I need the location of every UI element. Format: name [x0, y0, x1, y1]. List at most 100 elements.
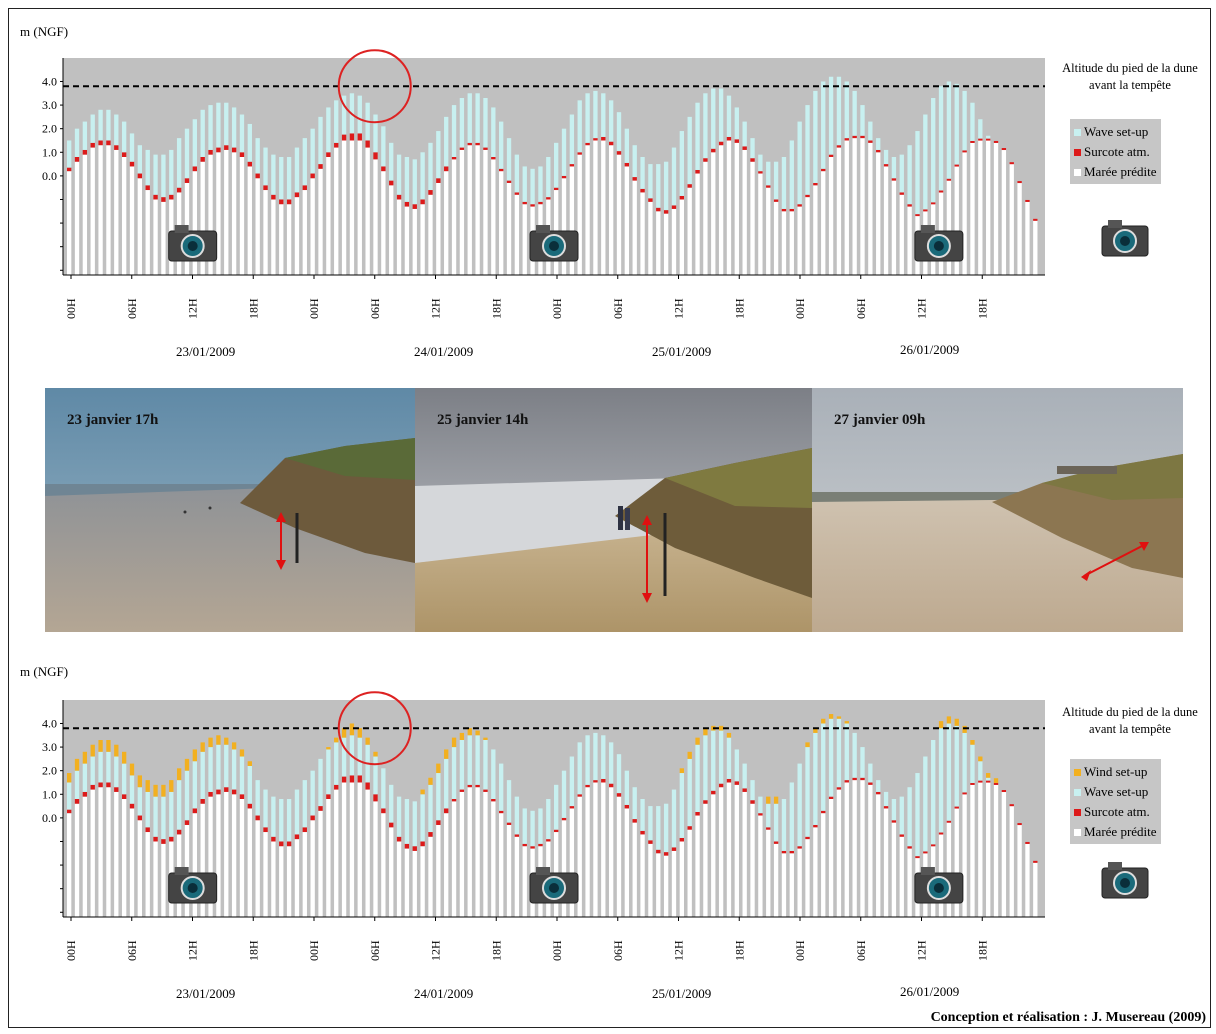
camera-top	[920, 225, 935, 233]
bar-maree	[451, 801, 457, 917]
bar-wave	[601, 93, 606, 137]
bar-maree	[891, 180, 897, 275]
bar-maree	[1009, 806, 1014, 917]
bar-wave	[467, 735, 472, 785]
bar-wave	[663, 803, 669, 853]
bar-wave	[554, 784, 559, 830]
bar-maree	[632, 822, 637, 917]
bar-maree	[90, 789, 95, 917]
bar-surcote	[907, 846, 912, 849]
date-label-4: 26/01/2009	[900, 984, 960, 999]
bar-surcote	[742, 788, 747, 792]
bar-wind	[938, 721, 944, 729]
bar-maree	[797, 848, 802, 917]
bar-surcote	[616, 151, 622, 155]
bar-maree	[404, 206, 410, 275]
bar-wave	[970, 102, 975, 141]
bar-wave	[514, 796, 520, 835]
bar-maree	[412, 208, 417, 275]
bar-wave	[451, 105, 457, 157]
bar-wave	[703, 735, 708, 801]
bar-wave	[663, 161, 669, 211]
bar-wave	[286, 799, 292, 842]
bar-surcote	[381, 808, 386, 814]
bar-wave	[671, 147, 677, 206]
bar-maree	[389, 827, 394, 917]
bar-maree	[805, 197, 810, 275]
bar-surcote	[1017, 181, 1022, 184]
bar-wave	[271, 154, 276, 195]
bar-maree	[121, 157, 127, 275]
bar-surcote	[978, 780, 983, 783]
bar-maree	[286, 204, 292, 275]
bar-surcote	[200, 157, 205, 162]
bar-surcote	[648, 840, 653, 844]
bar-wave	[106, 751, 111, 783]
bar-surcote	[632, 177, 637, 181]
bar-maree	[483, 791, 488, 917]
bar-maree	[821, 813, 826, 917]
bar-surcote	[538, 843, 543, 847]
bar-maree	[106, 787, 111, 917]
x-tick-label: 12H	[915, 940, 929, 961]
bar-surcote	[970, 782, 975, 785]
bar-wave	[742, 121, 747, 147]
bar-wave	[986, 135, 991, 139]
bar-maree	[239, 157, 245, 275]
bar-maree	[420, 846, 425, 917]
bar-maree	[813, 827, 818, 917]
bar-surcote	[577, 794, 582, 797]
bar-maree	[836, 147, 842, 275]
bar-maree	[593, 782, 598, 917]
bar-surcote	[923, 851, 928, 854]
bar-maree	[271, 199, 276, 275]
bar-wind	[145, 780, 150, 792]
bar-surcote	[121, 794, 127, 799]
bar-maree	[247, 808, 252, 917]
bar-surcote	[161, 197, 166, 202]
bar-maree	[569, 166, 575, 275]
bar-maree	[98, 787, 103, 917]
dune-foot-label: Altitude du pied de la dune avant la tem…	[1062, 705, 1198, 736]
bar-maree	[318, 810, 323, 917]
bar-wave	[200, 109, 205, 157]
bar-maree	[98, 145, 103, 275]
bar-wind	[703, 728, 708, 736]
bar-surcote	[813, 182, 818, 186]
bar-surcote	[396, 836, 402, 842]
bar-surcote	[891, 178, 897, 181]
bar-maree	[821, 171, 826, 275]
bar-surcote	[326, 794, 331, 799]
bar-maree	[483, 149, 488, 275]
figure-frame	[8, 8, 1211, 1028]
camera-icon	[168, 225, 218, 262]
bar-maree	[569, 808, 575, 917]
bar-maree	[734, 784, 739, 917]
bar-surcote	[200, 799, 205, 804]
bar-maree	[145, 832, 150, 917]
legend-label: Wind set-up	[1084, 764, 1148, 779]
bar-surcote	[954, 164, 959, 167]
tide-chart-top: m (NGF) 4.0 3.0 2.0 1.0 0.0 00H 06H 12H 18H 00H 06…	[0, 18, 1216, 328]
bar-surcote	[923, 209, 928, 212]
bar-wave	[907, 787, 912, 847]
bar-wave	[310, 128, 315, 174]
bar-surcote	[805, 836, 810, 840]
bar-wave	[334, 742, 339, 785]
bar-maree	[773, 843, 779, 917]
bar-surcote	[569, 806, 575, 809]
bar-maree	[601, 782, 606, 917]
bar-wave	[781, 799, 787, 851]
bar-maree	[499, 813, 504, 917]
bar-wave	[129, 775, 135, 804]
bar-maree	[310, 820, 315, 917]
bar-wind	[718, 725, 724, 731]
bar-surcote	[365, 782, 370, 790]
bar-surcote	[294, 834, 300, 840]
credit-label: Conception et réalisation : J. Musereau …	[930, 1010, 1206, 1025]
bar-surcote	[145, 827, 150, 833]
bar-surcote	[444, 808, 449, 814]
legend-label: Wave set-up	[1084, 124, 1149, 139]
bar-surcote	[561, 817, 567, 821]
bar-surcote	[734, 781, 739, 785]
